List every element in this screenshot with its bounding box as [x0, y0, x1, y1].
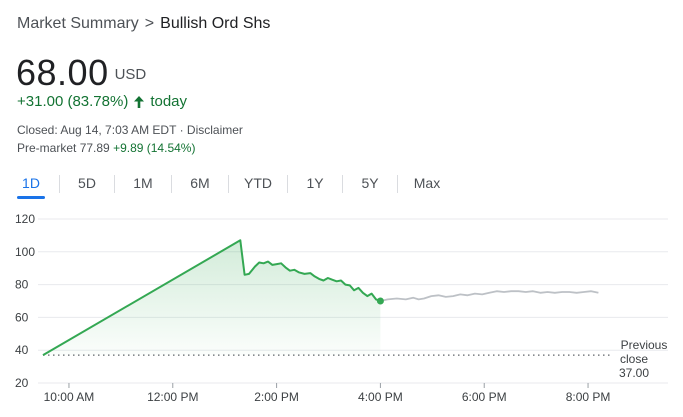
- tab-label: 6M: [190, 175, 210, 191]
- price-change: +31.00 (83.78%): [17, 93, 129, 110]
- change-period: today: [150, 93, 188, 110]
- previous-close-label: Previous: [621, 338, 668, 352]
- x-tick-label: 6:00 PM: [462, 390, 507, 404]
- price-row: 68.00 USD: [16, 52, 146, 94]
- tab-1m[interactable]: 1M: [129, 173, 157, 197]
- premarket-price: 77.89: [79, 141, 110, 155]
- tab-label: 1M: [133, 175, 153, 191]
- breadcrumb: Market Summary > Bullish Ord Shs: [17, 15, 270, 33]
- tab-divider: [287, 175, 288, 193]
- tab-divider: [59, 175, 60, 193]
- tab-max[interactable]: Max: [412, 173, 442, 197]
- y-tick-label: 80: [15, 278, 29, 292]
- breadcrumb-company-name: Bullish Ord Shs: [160, 15, 271, 32]
- current-price: 68.00: [16, 52, 109, 93]
- premarket-change: +9.89 (14.54%): [113, 141, 196, 155]
- tab-divider: [228, 175, 229, 193]
- x-tick-label: 2:00 PM: [254, 390, 299, 404]
- tab-5d[interactable]: 5D: [74, 173, 100, 197]
- x-tick-label: 12:00 PM: [147, 390, 198, 404]
- tab-label: 1Y: [306, 175, 324, 191]
- after-hours-line: [380, 290, 599, 302]
- time-range-tabs: 1D 5D 1M 6M YTD 1Y 5Y Max: [17, 173, 442, 199]
- tab-label: 1D: [22, 175, 40, 191]
- y-tick-label: 20: [15, 376, 29, 390]
- x-tick-label: 4:00 PM: [358, 390, 403, 404]
- tab-label: 5D: [78, 175, 96, 191]
- premarket-info: Pre-market 77.89 +9.89 (14.54%): [17, 141, 195, 155]
- tab-divider: [114, 175, 115, 193]
- price-chart[interactable]: 20 40 60 80 100 120 10:00 AM 12:00 PM 2:00 PM 4:0…: [0, 205, 683, 417]
- tab-ytd[interactable]: YTD: [243, 173, 273, 197]
- currency-label: USD: [114, 66, 147, 83]
- regular-session-area: [43, 240, 381, 356]
- y-tick-label: 40: [15, 343, 29, 357]
- tab-divider: [342, 175, 343, 193]
- y-tick-label: 60: [15, 310, 29, 324]
- closed-timestamp: Closed: Aug 14, 7:03 AM EDT: [17, 123, 177, 137]
- meta-separator: ·: [179, 123, 184, 137]
- tab-divider: [397, 175, 398, 193]
- tab-5y[interactable]: 5Y: [357, 173, 383, 197]
- tab-label: YTD: [244, 175, 272, 191]
- arrow-up-icon: [133, 95, 145, 109]
- tab-label: 5Y: [361, 175, 379, 191]
- breadcrumb-market-summary-link[interactable]: Market Summary: [17, 15, 139, 32]
- y-tick-label: 100: [15, 245, 35, 259]
- previous-close-label: close: [620, 352, 648, 366]
- session-close-dot: [376, 297, 384, 305]
- premarket-label: Pre-market: [17, 141, 77, 155]
- market-status: Closed: Aug 14, 7:03 AM EDT · Disclaimer: [17, 123, 243, 137]
- tab-1d[interactable]: 1D: [17, 173, 45, 199]
- regular-session-line: [42, 239, 381, 356]
- x-tick-label: 10:00 AM: [44, 390, 95, 404]
- previous-close-value: 37.00: [619, 366, 649, 380]
- y-tick-label: 120: [15, 212, 35, 226]
- tab-1y[interactable]: 1Y: [302, 173, 328, 197]
- x-tick-label: 8:00 PM: [566, 390, 611, 404]
- breadcrumb-separator: >: [144, 15, 155, 32]
- tab-label: Max: [413, 175, 441, 191]
- tab-6m[interactable]: 6M: [186, 173, 214, 197]
- tab-divider: [171, 175, 172, 193]
- disclaimer-link[interactable]: Disclaimer: [186, 123, 243, 137]
- price-change-row: +31.00 (83.78%) today: [17, 93, 187, 110]
